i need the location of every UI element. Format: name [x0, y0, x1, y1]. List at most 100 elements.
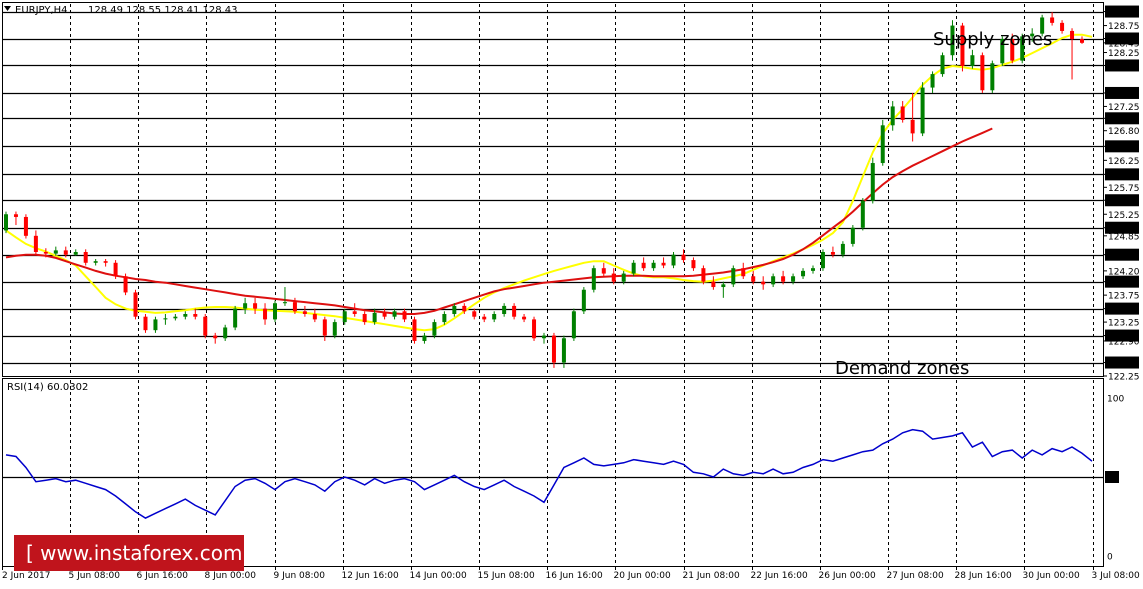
ohlc-readout: 128.49 128.55 128.41 128.43: [88, 5, 238, 16]
candle-body: [362, 314, 367, 323]
candle: [153, 316, 158, 333]
rsi-tick-label: 50: [1107, 474, 1119, 484]
candle-body: [372, 312, 377, 323]
candle-body: [432, 322, 437, 336]
candle: [412, 316, 417, 344]
candle: [442, 311, 447, 325]
candle: [671, 252, 676, 269]
candle: [1000, 36, 1005, 66]
candle-body: [123, 276, 128, 293]
price-tick-label: 122.50: [1108, 359, 1140, 369]
candle: [641, 257, 646, 271]
candle-body: [711, 281, 716, 288]
candle-body: [173, 316, 178, 319]
candle: [870, 157, 875, 204]
time-label: 5 Jun 08:00: [69, 571, 121, 581]
candle: [581, 287, 586, 314]
candle: [243, 297, 248, 314]
candle-body: [940, 55, 945, 75]
rsi-line: [5, 428, 1093, 519]
candle-body: [492, 314, 497, 320]
candle: [452, 303, 457, 317]
candle-body: [990, 63, 995, 91]
candle-body: [472, 311, 477, 317]
candle: [731, 265, 736, 288]
price-tick-label: 128.75: [1108, 22, 1140, 32]
candle-body: [1070, 30, 1075, 40]
price-tick-label: 125.25: [1108, 211, 1140, 221]
time-label: 9 Jun 08:00: [274, 571, 326, 581]
candle-body: [392, 311, 397, 317]
candle-body: [980, 55, 985, 91]
price-label-highlight: [1105, 248, 1139, 261]
price-tick-label: 124.20: [1108, 267, 1140, 277]
price-tick-label: 127.25: [1108, 103, 1140, 113]
candle-body: [631, 262, 636, 274]
candle: [1050, 12, 1055, 26]
candle: [701, 265, 706, 285]
dropdown-triangle-icon[interactable]: [4, 6, 11, 11]
candle: [681, 249, 686, 263]
candle: [432, 319, 437, 339]
candle-body: [721, 284, 726, 288]
candle: [352, 303, 357, 317]
price-label-highlight: [1105, 112, 1139, 125]
watermark: [ www.instaforex.com ]: [14, 535, 257, 571]
candle: [860, 198, 865, 231]
candle: [661, 257, 666, 269]
candle: [133, 289, 138, 320]
candle: [193, 308, 198, 320]
candle: [820, 249, 825, 271]
candle-body: [830, 252, 835, 255]
candle-body: [870, 163, 875, 201]
time-label: 30 Jun 00:00: [1023, 571, 1080, 581]
price-tick-label: 123.00: [1108, 332, 1140, 342]
candle-body: [641, 262, 646, 269]
candle-body: [13, 214, 18, 217]
candle-body: [1000, 39, 1005, 64]
price-label-highlight: [1105, 275, 1139, 288]
price-label-highlight: [1105, 329, 1139, 342]
candle-body: [701, 268, 706, 282]
candle: [263, 303, 268, 325]
candle: [492, 311, 497, 323]
candle: [482, 314, 487, 323]
candle: [1040, 14, 1045, 37]
candle-body: [452, 305, 457, 314]
price-tick-label: 125.00: [1108, 224, 1140, 234]
price-label-highlight: [1105, 194, 1139, 207]
candle-body: [930, 74, 935, 88]
price-tick-label: 128.25: [1108, 49, 1140, 59]
candle: [422, 332, 427, 344]
candle: [53, 246, 58, 256]
candle-body: [312, 314, 317, 320]
candle-body: [33, 235, 38, 252]
candle-body: [342, 311, 347, 323]
time-label: 16 Jun 16:00: [546, 571, 603, 581]
candle: [63, 246, 68, 258]
candle: [123, 273, 128, 296]
candle: [233, 305, 238, 331]
candle-body: [671, 254, 676, 266]
candle-body: [890, 106, 895, 126]
candle-body: [302, 311, 307, 314]
candle: [890, 101, 895, 131]
candle-body: [950, 25, 955, 56]
candle-body: [63, 250, 68, 255]
candle-body: [163, 318, 168, 320]
candle-body: [502, 305, 507, 314]
candle-body: [322, 319, 327, 336]
candle: [83, 249, 88, 266]
candle: [771, 273, 776, 288]
candle: [203, 314, 208, 339]
candle-body: [850, 227, 855, 244]
candle: [382, 308, 387, 320]
price-tick-label: 123.75: [1108, 292, 1140, 302]
candle: [143, 314, 148, 333]
candle: [791, 273, 796, 285]
moving-averages: [5, 33, 1093, 332]
price-label-highlight: [1105, 59, 1139, 72]
candle-body: [1040, 17, 1045, 34]
candle: [990, 60, 995, 93]
